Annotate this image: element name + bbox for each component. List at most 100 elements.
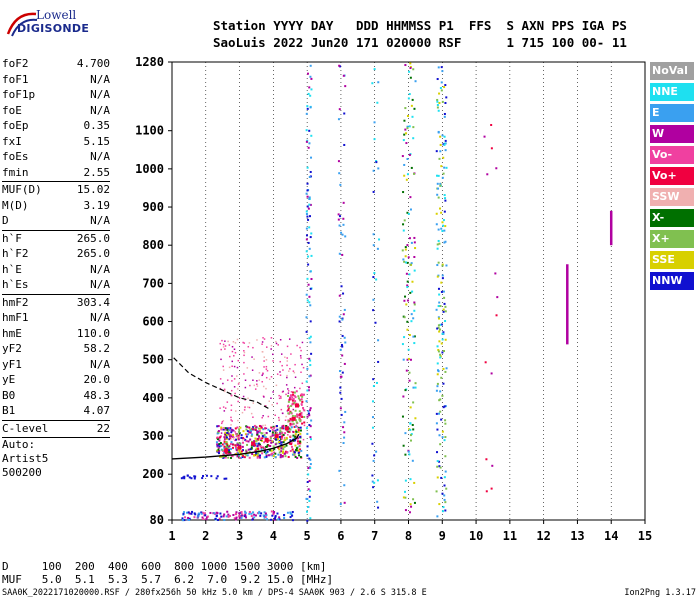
echo-pixel	[293, 394, 296, 397]
echo-pixel	[443, 296, 446, 299]
echo-pixel	[222, 419, 225, 422]
echo-pixel	[338, 108, 341, 111]
echo-pixel	[437, 350, 440, 353]
x-tick-label: 9	[439, 529, 446, 543]
echo-pixel	[401, 415, 404, 418]
echo-pixel	[223, 477, 226, 480]
echo-pixel	[377, 360, 380, 363]
echo-pixel	[227, 456, 230, 459]
echo-pixel	[276, 402, 278, 405]
echo-pixel	[442, 308, 445, 311]
echo-pixel	[295, 421, 298, 424]
echo-pixel	[436, 460, 439, 463]
echo-pixel	[438, 340, 441, 343]
echo-pixel	[375, 450, 378, 453]
echo-pixel	[305, 140, 308, 143]
echo-pixel	[266, 440, 269, 443]
echo-pixel	[444, 149, 447, 152]
echo-pixel	[257, 512, 260, 515]
echo-pixel	[229, 452, 232, 455]
echo-pixel	[226, 510, 229, 513]
echo-pixel	[265, 368, 268, 370]
echo-pixel	[249, 428, 252, 431]
echo-pixel	[226, 453, 229, 456]
echo-pixel	[252, 379, 254, 381]
echo-pixel	[262, 428, 265, 431]
echo-pixel	[404, 128, 407, 131]
echo-pixel	[206, 515, 209, 518]
echo-pixel	[235, 511, 238, 514]
echo-pixel	[412, 126, 415, 129]
echo-pixel	[438, 92, 441, 95]
echo-pixel	[279, 431, 282, 434]
echo-pixel	[305, 250, 308, 253]
echo-pixel	[285, 384, 288, 386]
param-name: fxI	[2, 134, 22, 148]
echo-pixel	[403, 219, 406, 222]
echo-pixel	[309, 94, 312, 97]
echo-pixel	[442, 331, 445, 334]
echo-pixel	[300, 371, 302, 374]
echo-pixel	[286, 360, 289, 362]
echo-pixel	[343, 112, 346, 115]
param-row-yF1: yF1 N/A	[2, 357, 110, 373]
echo-pixel	[376, 500, 379, 503]
echo-pixel	[310, 77, 313, 80]
echo-pixel	[217, 431, 220, 434]
echo-pixel	[413, 342, 416, 345]
echo-pixel	[341, 371, 344, 374]
param-name: foF2	[2, 57, 29, 70]
echo-pixel	[375, 161, 378, 164]
echo-pixel	[443, 229, 446, 232]
echo-pixel	[255, 442, 258, 445]
echo-pixel	[257, 447, 260, 450]
echo-pixel	[306, 72, 309, 75]
echo-pixel	[201, 477, 204, 480]
echo-pixel	[284, 432, 287, 435]
echo-pixel	[222, 369, 225, 371]
echo-pixel	[236, 443, 239, 446]
echo-pixel	[236, 366, 239, 369]
echo-pixel	[223, 442, 226, 445]
echo-pixel	[256, 454, 259, 457]
echo-pixel	[294, 419, 297, 422]
echo-pixel	[406, 125, 409, 128]
echo-pixel	[287, 434, 289, 436]
echo-pixel	[228, 514, 231, 517]
echo-pixel	[342, 217, 345, 220]
echo-pixel	[287, 409, 290, 412]
echo-pixel	[221, 449, 224, 452]
echo-pixel	[239, 426, 242, 429]
header-line1: Station YYYY DAY DDD HHMMSS P1 FFS S AXN…	[213, 18, 627, 33]
echo-pixel	[341, 334, 344, 337]
echo-pixel	[275, 384, 278, 387]
echo-pixel	[307, 410, 310, 413]
echo-pixel	[246, 430, 249, 433]
echo-pixel	[279, 456, 282, 459]
echo-pixel	[342, 313, 345, 316]
echo-pixel	[437, 239, 440, 242]
echo-pixel	[256, 380, 258, 382]
echo-pixel	[406, 173, 409, 176]
echo-pixel	[258, 430, 261, 433]
echo-pixel	[302, 406, 305, 409]
echo-pixel	[374, 321, 377, 324]
echo-pixel	[233, 386, 236, 388]
echo-pixel	[373, 481, 376, 484]
echo-pixel	[441, 436, 444, 439]
echo-pixel	[437, 348, 440, 351]
echo-pixel	[299, 387, 301, 390]
echo-pixel	[410, 313, 413, 316]
echo-pixel	[405, 272, 408, 275]
echo-pixel	[436, 428, 439, 431]
legend-item-x: X+	[650, 230, 694, 248]
echo-pixel	[294, 363, 296, 366]
echo-pixel	[289, 428, 292, 431]
echo-pixel	[258, 510, 261, 513]
echo-pixel	[411, 98, 414, 101]
echo-pixel	[409, 263, 412, 266]
param-row-foEp: foEp 0.35	[2, 118, 110, 134]
echo-pixel	[436, 369, 439, 372]
echo-pixel	[271, 404, 273, 406]
echo-pixel	[251, 433, 254, 436]
